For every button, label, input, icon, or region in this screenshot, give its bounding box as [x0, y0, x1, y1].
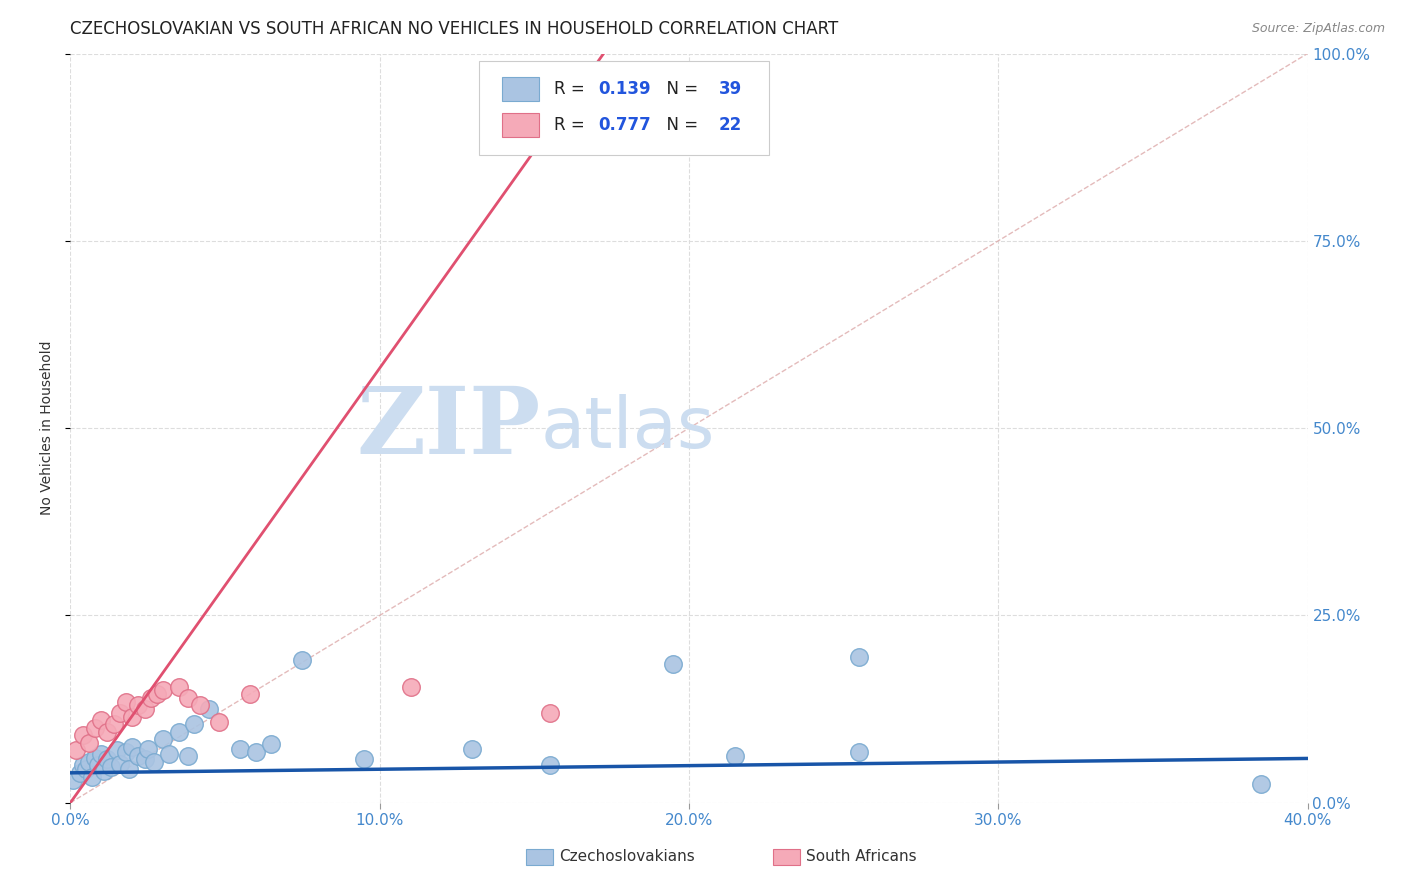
- Point: [208, 714, 231, 729]
- Point: [90, 747, 112, 761]
- Point: [848, 649, 870, 664]
- Bar: [502, 78, 540, 102]
- Point: [142, 755, 165, 769]
- Point: [152, 683, 174, 698]
- Point: [260, 737, 283, 751]
- Point: [353, 752, 375, 766]
- Point: [662, 657, 685, 672]
- Point: [108, 756, 131, 771]
- Point: [72, 758, 94, 772]
- Point: [139, 690, 162, 705]
- Point: [121, 739, 143, 754]
- Bar: [502, 112, 540, 136]
- Point: [134, 752, 156, 766]
- Point: [245, 745, 267, 759]
- Point: [77, 755, 100, 769]
- Text: ZIP: ZIP: [356, 384, 540, 473]
- Point: [103, 717, 125, 731]
- Point: [177, 749, 200, 764]
- Point: [461, 742, 484, 756]
- Point: [724, 749, 747, 764]
- Point: [115, 695, 138, 709]
- Point: [291, 653, 314, 667]
- Point: [100, 760, 122, 774]
- Point: [177, 690, 200, 705]
- Point: [399, 680, 422, 694]
- Point: [157, 747, 180, 761]
- Text: R =: R =: [554, 116, 591, 134]
- Point: [239, 687, 262, 701]
- Point: [167, 680, 190, 694]
- Text: Source: ZipAtlas.com: Source: ZipAtlas.com: [1251, 22, 1385, 36]
- Point: [108, 706, 131, 720]
- Text: 0.777: 0.777: [599, 116, 651, 134]
- Point: [118, 762, 141, 776]
- Point: [96, 752, 118, 766]
- Point: [105, 743, 128, 757]
- Text: N =: N =: [655, 80, 703, 98]
- FancyBboxPatch shape: [478, 61, 769, 154]
- Point: [62, 773, 84, 788]
- Point: [75, 762, 97, 776]
- Point: [167, 724, 190, 739]
- Point: [198, 702, 221, 716]
- Point: [65, 743, 87, 757]
- Point: [538, 758, 561, 772]
- Point: [84, 721, 107, 735]
- Y-axis label: No Vehicles in Household: No Vehicles in Household: [41, 341, 55, 516]
- Point: [1250, 777, 1272, 791]
- Point: [115, 745, 138, 759]
- Point: [87, 758, 110, 772]
- Point: [93, 764, 115, 779]
- Point: [136, 742, 159, 756]
- Point: [80, 770, 103, 784]
- Point: [229, 742, 252, 756]
- Bar: [773, 848, 800, 865]
- Point: [538, 706, 561, 720]
- Text: 39: 39: [718, 80, 742, 98]
- Point: [77, 736, 100, 750]
- Bar: [526, 848, 553, 865]
- Text: Czechoslovakians: Czechoslovakians: [560, 849, 695, 864]
- Point: [90, 714, 112, 728]
- Point: [84, 751, 107, 765]
- Text: 22: 22: [718, 116, 742, 134]
- Point: [127, 749, 149, 764]
- Point: [134, 702, 156, 716]
- Point: [127, 698, 149, 713]
- Text: 0.139: 0.139: [599, 80, 651, 98]
- Text: CZECHOSLOVAKIAN VS SOUTH AFRICAN NO VEHICLES IN HOUSEHOLD CORRELATION CHART: CZECHOSLOVAKIAN VS SOUTH AFRICAN NO VEHI…: [70, 21, 838, 38]
- Point: [183, 717, 205, 731]
- Point: [72, 728, 94, 742]
- Text: N =: N =: [655, 116, 703, 134]
- Point: [152, 732, 174, 747]
- Point: [96, 724, 118, 739]
- Text: atlas: atlas: [540, 393, 714, 463]
- Point: [146, 687, 169, 701]
- Point: [121, 709, 143, 723]
- Point: [69, 765, 91, 780]
- Point: [848, 745, 870, 759]
- Point: [188, 698, 211, 713]
- Text: South Africans: South Africans: [807, 849, 917, 864]
- Text: R =: R =: [554, 80, 591, 98]
